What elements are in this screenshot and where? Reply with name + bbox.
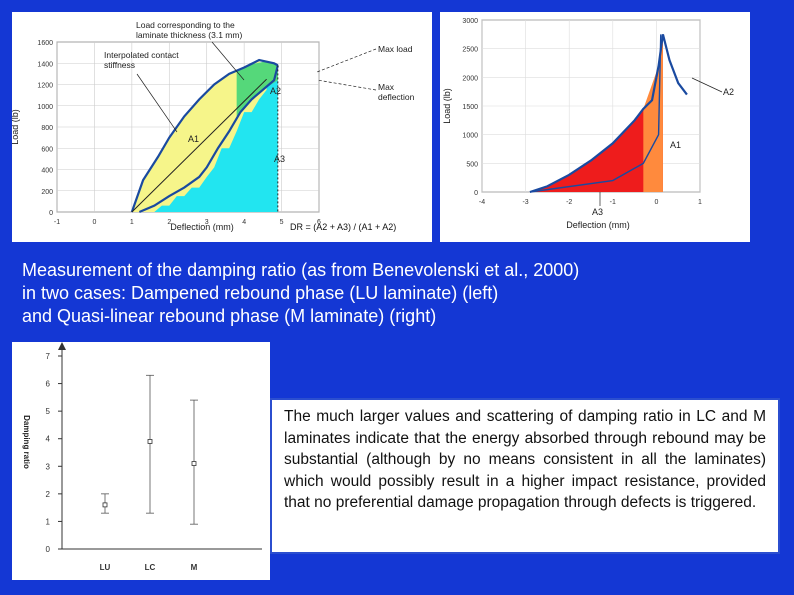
- right-x-tick-label: -2: [566, 199, 572, 206]
- left-y-tick-label: 200: [41, 189, 53, 196]
- right-x-tick-label: 0: [654, 199, 658, 206]
- damping-y-tick-label: 0: [46, 545, 51, 554]
- arrow-a2-right: [691, 77, 723, 93]
- damping-y-tick-label: 7: [46, 352, 51, 361]
- annotation-stiffness: Interpolated contact stiffness: [104, 50, 179, 70]
- damping-y-tick-label: 4: [46, 435, 51, 444]
- right-y-tick-label: 1500: [462, 104, 478, 111]
- left-y-tick-label: 0: [49, 210, 53, 217]
- right-load-deflection-chart: 0 500 1000 1500 2000 2500 3000 -4 -3 -2 -1 0 1 Load…: [442, 18, 734, 230]
- loading-curve-right: [529, 34, 688, 194]
- arrow-max-deflection: [316, 79, 377, 91]
- right-y-tick-label: 1000: [462, 133, 478, 140]
- loading-curve-left: [130, 58, 279, 213]
- right-y-tick-label: 500: [466, 161, 478, 168]
- data-point-m: [191, 461, 197, 466]
- left-x-tick-label: -1: [54, 219, 60, 226]
- arrow-max-load: [316, 48, 377, 73]
- caption-line-3: and Quasi-linear rebound phase (M lamina…: [22, 306, 437, 326]
- stiffness-line-left: [131, 78, 267, 213]
- left-y-tick-label: 600: [41, 146, 53, 153]
- label-a2-left: A2: [270, 86, 281, 96]
- left-annotations: Load corresponding to the laminate thickn…: [104, 20, 415, 232]
- label-a3-left: A3: [274, 154, 285, 164]
- left-y-tick-label: 1200: [37, 83, 53, 90]
- explanation-textbox: The much larger values and scattering of…: [270, 398, 780, 554]
- damping-y-tick-label: 6: [46, 380, 51, 389]
- right-x-axis-label: Deflection (mm): [566, 220, 630, 230]
- left-y-tick-label: 1000: [37, 104, 53, 111]
- damping-y-axis-arrow: [58, 342, 66, 350]
- left-x-tick-label: 6: [317, 219, 321, 226]
- caption-line-1: Measurement of the damping ratio (as fro…: [22, 260, 580, 280]
- right-annotations: A2 A1 A3: [592, 77, 734, 217]
- annotation-max-load: Max load: [378, 44, 413, 54]
- arrow-load-thickness: [211, 41, 245, 81]
- right-series-lines: [529, 34, 688, 194]
- left-series-lines: [130, 58, 279, 214]
- formula-dr: DR = (A2 + A3) / (A1 + A2): [290, 222, 396, 232]
- area-a1-left: [131, 60, 267, 212]
- annotation-load-thickness: Load corresponding to the laminate thickn…: [136, 20, 242, 40]
- damping-y-tick-label: 2: [46, 490, 51, 499]
- damping-x-ticks: LU LC M: [100, 563, 198, 572]
- label-a2-right: A2: [723, 87, 734, 97]
- left-x-tick-label: 2: [167, 219, 171, 226]
- arrow-stiffness: [136, 73, 178, 133]
- damping-error-bars: [101, 374, 198, 525]
- annotation-max-deflection: Max deflection: [378, 82, 415, 102]
- area-a3-left: [139, 65, 278, 212]
- left-x-tick-label: 0: [92, 219, 96, 226]
- rebound-curve-right: [529, 34, 662, 193]
- label-a3-right: A3: [592, 207, 603, 217]
- damping-x-tick-label: LU: [100, 563, 111, 572]
- right-x-tick-label: -4: [479, 199, 485, 206]
- label-a1-left: A1: [188, 134, 199, 144]
- explanation-text: The much larger values and scattering of…: [284, 408, 766, 511]
- damping-x-tick-label: M: [191, 563, 198, 572]
- damping-ratio-chart: 0 1 2 3 4 5 6 7 LU LC M Damping ratio: [22, 342, 262, 572]
- right-y-tick-label: 3000: [462, 18, 478, 25]
- left-x-axis-label: Deflection (mm): [170, 222, 234, 232]
- left-y-tick-label: 1400: [37, 61, 53, 68]
- damping-ratio-panel: 0 1 2 3 4 5 6 7 LU LC M Damping ratio: [12, 342, 270, 580]
- right-y-tick-label: 2500: [462, 47, 478, 54]
- right-x-tick-label: 1: [698, 199, 702, 206]
- damping-x-tick-label: LC: [145, 563, 156, 572]
- label-a1-right: A1: [670, 140, 681, 150]
- damping-y-ticks: 0 1 2 3 4 5 6 7: [46, 352, 62, 554]
- caption-line-2: in two cases: Dampened rebound phase (LU…: [22, 283, 499, 303]
- right-x-tick-label: -3: [522, 199, 528, 206]
- damping-y-tick-label: 1: [46, 517, 51, 526]
- right-y-ticks: 0 500 1000 1500 2000 2500 3000: [462, 18, 478, 197]
- right-x-tick-label: -1: [610, 199, 616, 206]
- figure-caption: Measurement of the damping ratio (as fro…: [22, 259, 782, 328]
- left-x-tick-label: 1: [130, 219, 134, 226]
- left-x-tick-label: 3: [205, 219, 209, 226]
- left-chart-panel: 0 200 400 600 800 1000 1200 1400 1600 -1 0 1 2 3 4 5 6 …: [10, 12, 432, 242]
- right-chart-panel: 0 500 1000 1500 2000 2500 3000 -4 -3 -2 -1 0 1 Load…: [440, 12, 750, 242]
- left-x-tick-label: 5: [280, 219, 284, 226]
- data-point-lc: [147, 439, 153, 444]
- left-x-tick-label: 4: [242, 219, 246, 226]
- left-x-ticks: -1 0 1 2 3 4 5 6: [54, 219, 321, 226]
- left-y-ticks: 0 200 400 600 800 1000 1200 1400 1600: [37, 40, 53, 217]
- damping-y-tick-label: 3: [46, 462, 51, 471]
- left-y-tick-label: 400: [41, 168, 53, 175]
- right-y-tick-label: 2000: [462, 75, 478, 82]
- damping-y-axis-label: Damping ratio: [22, 415, 31, 469]
- left-y-axis-label: Load (lb): [12, 109, 20, 145]
- right-y-axis-label: Load (lb): [442, 88, 452, 124]
- left-y-tick-label: 800: [41, 125, 53, 132]
- right-y-tick-label: 0: [474, 190, 478, 197]
- damping-y-tick-label: 5: [46, 407, 51, 416]
- data-point-lu: [102, 502, 108, 508]
- right-x-ticks: -4 -3 -2 -1 0 1: [479, 199, 702, 206]
- area-a3-right: [529, 34, 663, 192]
- rebound-curve-left: [138, 65, 279, 214]
- left-y-tick-label: 1600: [37, 40, 53, 47]
